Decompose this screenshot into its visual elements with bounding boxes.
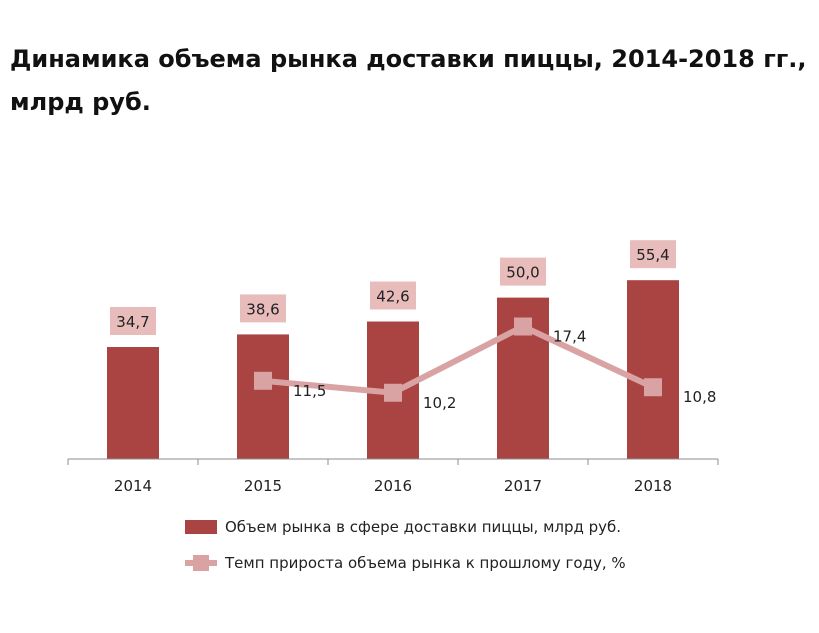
growth-value-label: 10,2 bbox=[423, 394, 456, 412]
bar-label-box bbox=[370, 281, 416, 310]
growth-marker bbox=[644, 378, 662, 397]
x-axis: 2014 2015 2016 2017 2018 bbox=[67, 458, 719, 495]
x-tick-label: 2018 bbox=[634, 477, 672, 495]
bar-value-label: 38,6 bbox=[246, 300, 279, 318]
x-tick-label: 2014 bbox=[114, 477, 152, 495]
bar bbox=[627, 280, 679, 459]
growth-line-series bbox=[254, 317, 662, 402]
growth-value-label: 10,8 bbox=[683, 388, 716, 406]
bar-value-label: 55,4 bbox=[636, 246, 669, 264]
chart-title: Динамика объема рынка доставки пиццы, 20… bbox=[10, 45, 807, 116]
x-tick-label: 2016 bbox=[374, 477, 412, 495]
bar-value-label: 42,6 bbox=[376, 288, 409, 306]
bar bbox=[237, 334, 289, 459]
legend: Объем рынка в сфере доставки пиццы, млрд… bbox=[185, 518, 626, 572]
growth-marker bbox=[254, 371, 272, 390]
growth-value-label: 11,5 bbox=[293, 382, 326, 400]
bar-label-box bbox=[240, 294, 286, 323]
bar-value-label: 50,0 bbox=[506, 264, 539, 282]
legend-bar-label: Объем рынка в сфере доставки пиццы, млрд… bbox=[225, 518, 621, 536]
growth-marker bbox=[384, 383, 402, 402]
x-tick-label: 2017 bbox=[504, 477, 542, 495]
bar bbox=[107, 347, 159, 459]
bar-label-box bbox=[500, 257, 546, 286]
legend-line-label: Темп прироста объема рынка к прошлому го… bbox=[224, 554, 626, 572]
legend-bar-swatch bbox=[185, 520, 217, 534]
growth-data-labels: 11,5 10,2 17,4 10,8 bbox=[293, 328, 716, 412]
bar-data-labels: 34,7 38,6 42,6 50,0 55,4 bbox=[110, 240, 676, 335]
bar-label-box bbox=[110, 307, 156, 335]
growth-line bbox=[262, 323, 655, 396]
legend-line-marker bbox=[193, 555, 209, 571]
bar-label-box bbox=[630, 240, 676, 269]
bar-value-label: 34,7 bbox=[116, 313, 149, 331]
growth-value-label: 17,4 bbox=[553, 328, 586, 346]
growth-marker bbox=[514, 317, 532, 336]
x-tick-label: 2015 bbox=[244, 477, 282, 495]
